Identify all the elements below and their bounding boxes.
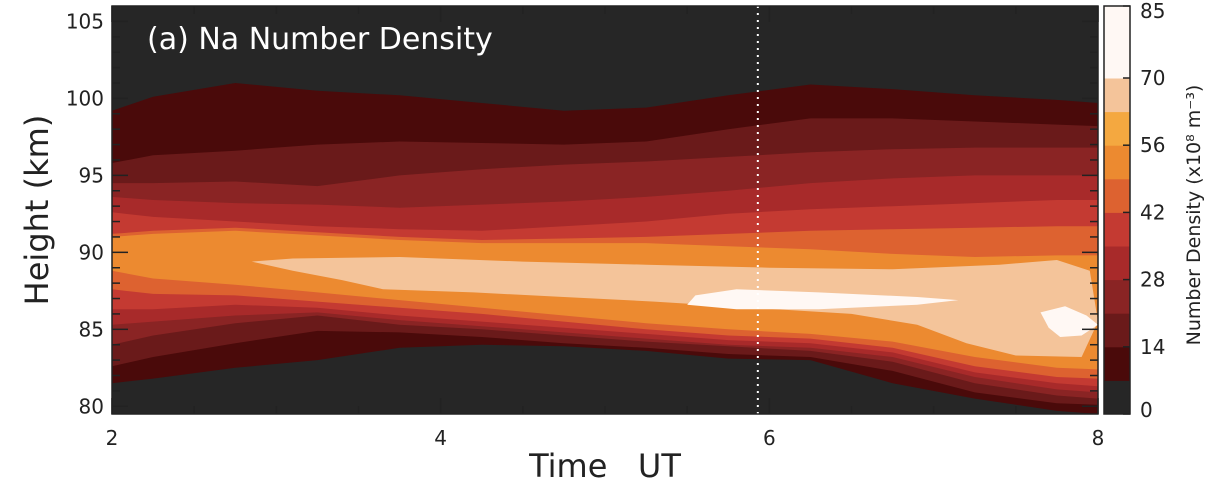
- colorbar-tick-label: 56: [1140, 133, 1165, 157]
- contour-layer: [112, 6, 1098, 414]
- colorbar-tick-label: 42: [1140, 200, 1165, 224]
- colorbar-segment-42: [1104, 178, 1130, 213]
- colorbar-segment-28: [1104, 246, 1130, 281]
- colorbar-segment-21: [1104, 279, 1130, 314]
- y-tick-label: 80: [79, 394, 104, 418]
- colorbar-segment-56: [1104, 111, 1130, 146]
- colorbar-ticks: 0 14 28 42 56 70 85: [1123, 0, 1165, 422]
- contour-core-region: [251, 257, 1098, 357]
- y-tick-label: 85: [79, 317, 104, 341]
- x-tick-label: 2: [106, 426, 119, 450]
- colorbar-segment-0: [1104, 380, 1130, 415]
- y-tick-label: 90: [79, 240, 104, 264]
- x-axis-label: Time UT: [528, 447, 681, 485]
- contour-max-region-1: [687, 289, 959, 310]
- colorbar-frame: [1103, 5, 1131, 415]
- colorbar-segment-35: [1104, 212, 1130, 247]
- x-axis: 2 4 6 8: [106, 6, 1105, 450]
- colorbar: [1104, 6, 1130, 415]
- colorbar-tick-label: 0: [1140, 398, 1153, 422]
- colorbar-label: Number Density (x10⁸ m⁻³): [1183, 85, 1205, 346]
- colorbar-segment-63: [1104, 78, 1130, 113]
- colorbar-segment-49: [1104, 145, 1130, 180]
- colorbar-segment-7: [1104, 346, 1130, 381]
- y-axis: 80 85 90 95 100 105: [66, 9, 1098, 418]
- y-tick-label: 100: [66, 86, 104, 110]
- x-tick-label: 8: [1092, 426, 1105, 450]
- colorbar-segment-70: [1104, 6, 1130, 79]
- y-tick-label: 95: [79, 163, 104, 187]
- chart-title: (a) Na Number Density: [147, 22, 493, 57]
- y-axis-label: Height (km): [18, 115, 56, 306]
- colorbar-tick-label: 70: [1140, 66, 1165, 90]
- colorbar-tick-label: 85: [1140, 0, 1165, 23]
- colorbar-segment-14: [1104, 313, 1130, 348]
- colorbar-tick-label: 28: [1140, 268, 1165, 292]
- y-tick-label: 105: [66, 9, 104, 33]
- x-tick-label: 4: [434, 426, 447, 450]
- colorbar-tick-label: 14: [1140, 335, 1165, 359]
- x-tick-label: 6: [763, 426, 776, 450]
